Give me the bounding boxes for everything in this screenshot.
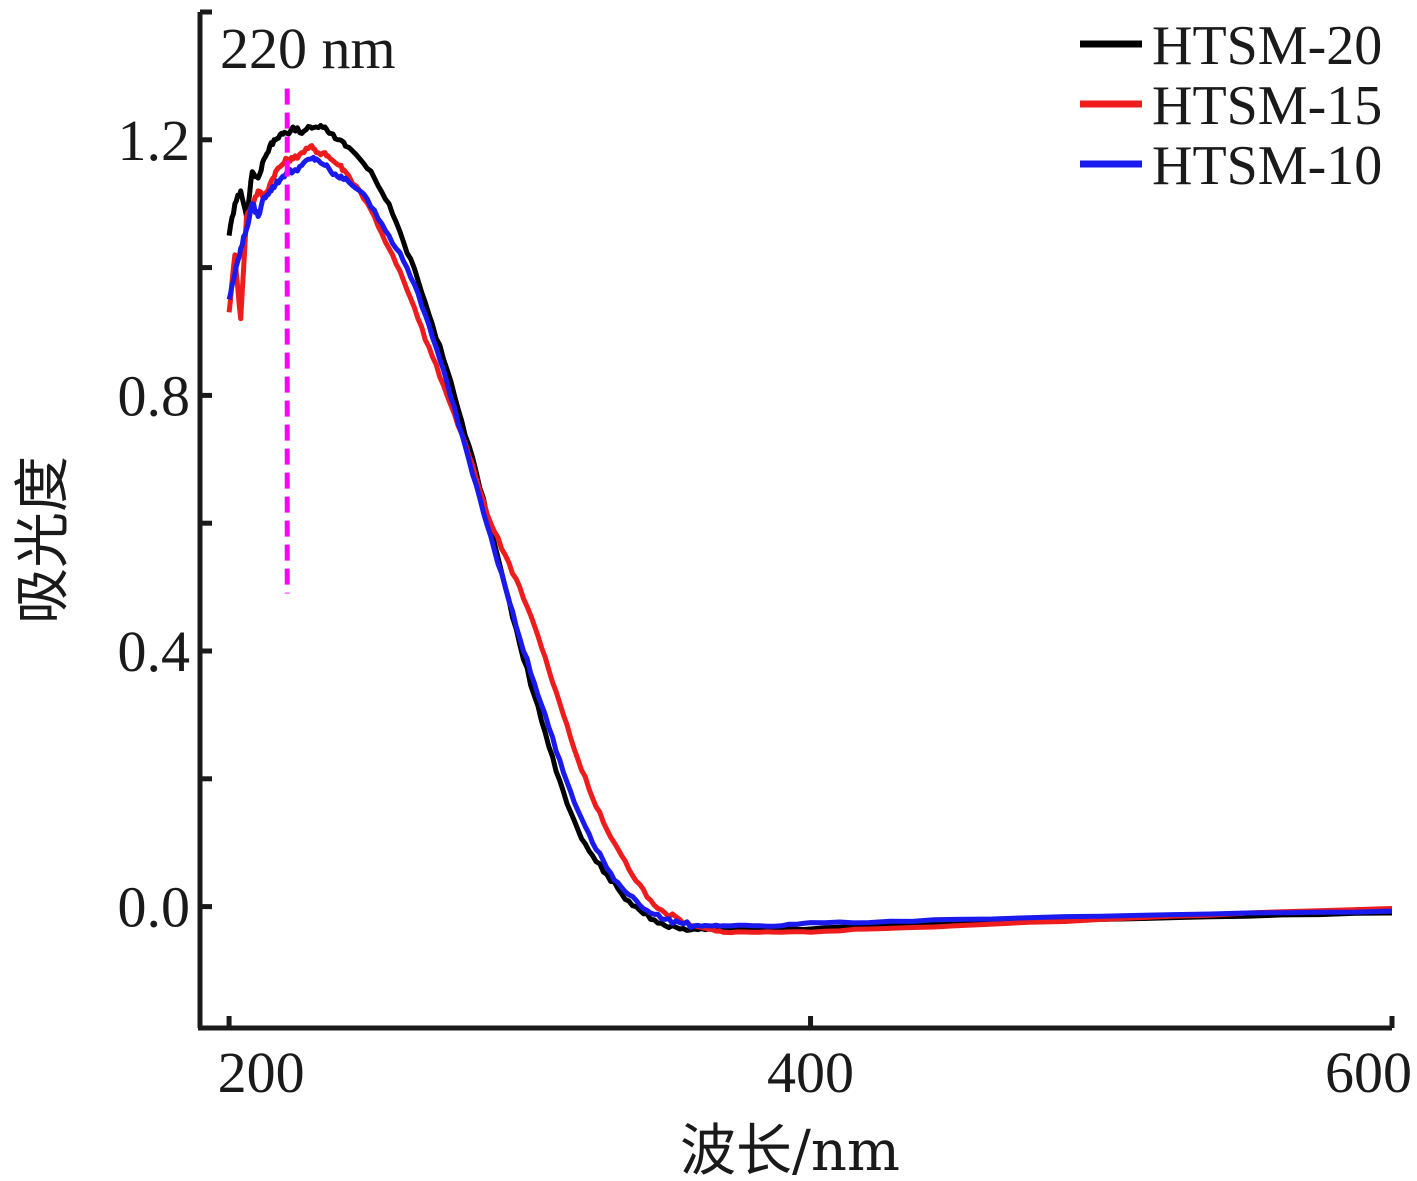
y-tick-label: 0.8 xyxy=(118,363,191,428)
y-tick-label: 0.4 xyxy=(118,619,191,684)
legend-label: HTSM-15 xyxy=(1152,75,1382,137)
x-tick-label: 400 xyxy=(767,1040,854,1105)
y-tick-label: 0.0 xyxy=(118,875,191,940)
y-axis-title: 吸光度 xyxy=(11,456,76,624)
y-tick-label: 1.2 xyxy=(118,108,191,173)
annotation-layer: 220 nm xyxy=(220,16,396,594)
series-line-htsm-20 xyxy=(226,123,1393,933)
x-axis-title: 波长/nm xyxy=(680,1119,900,1181)
series-line-htsm-10 xyxy=(226,154,1393,930)
series-layer xyxy=(226,123,1393,936)
legend-label: HTSM-20 xyxy=(1152,15,1382,77)
axes-layer xyxy=(197,9,1392,1031)
x-tick-label: 200 xyxy=(218,1040,305,1105)
x-tick-label: 600 xyxy=(1325,1040,1412,1105)
annotation-label: 220 nm xyxy=(220,16,396,81)
legend-label: HTSM-10 xyxy=(1152,135,1382,197)
ticks-layer: 0.0 0.4 0.8 1.2 200 400 600 xyxy=(118,108,1413,1105)
